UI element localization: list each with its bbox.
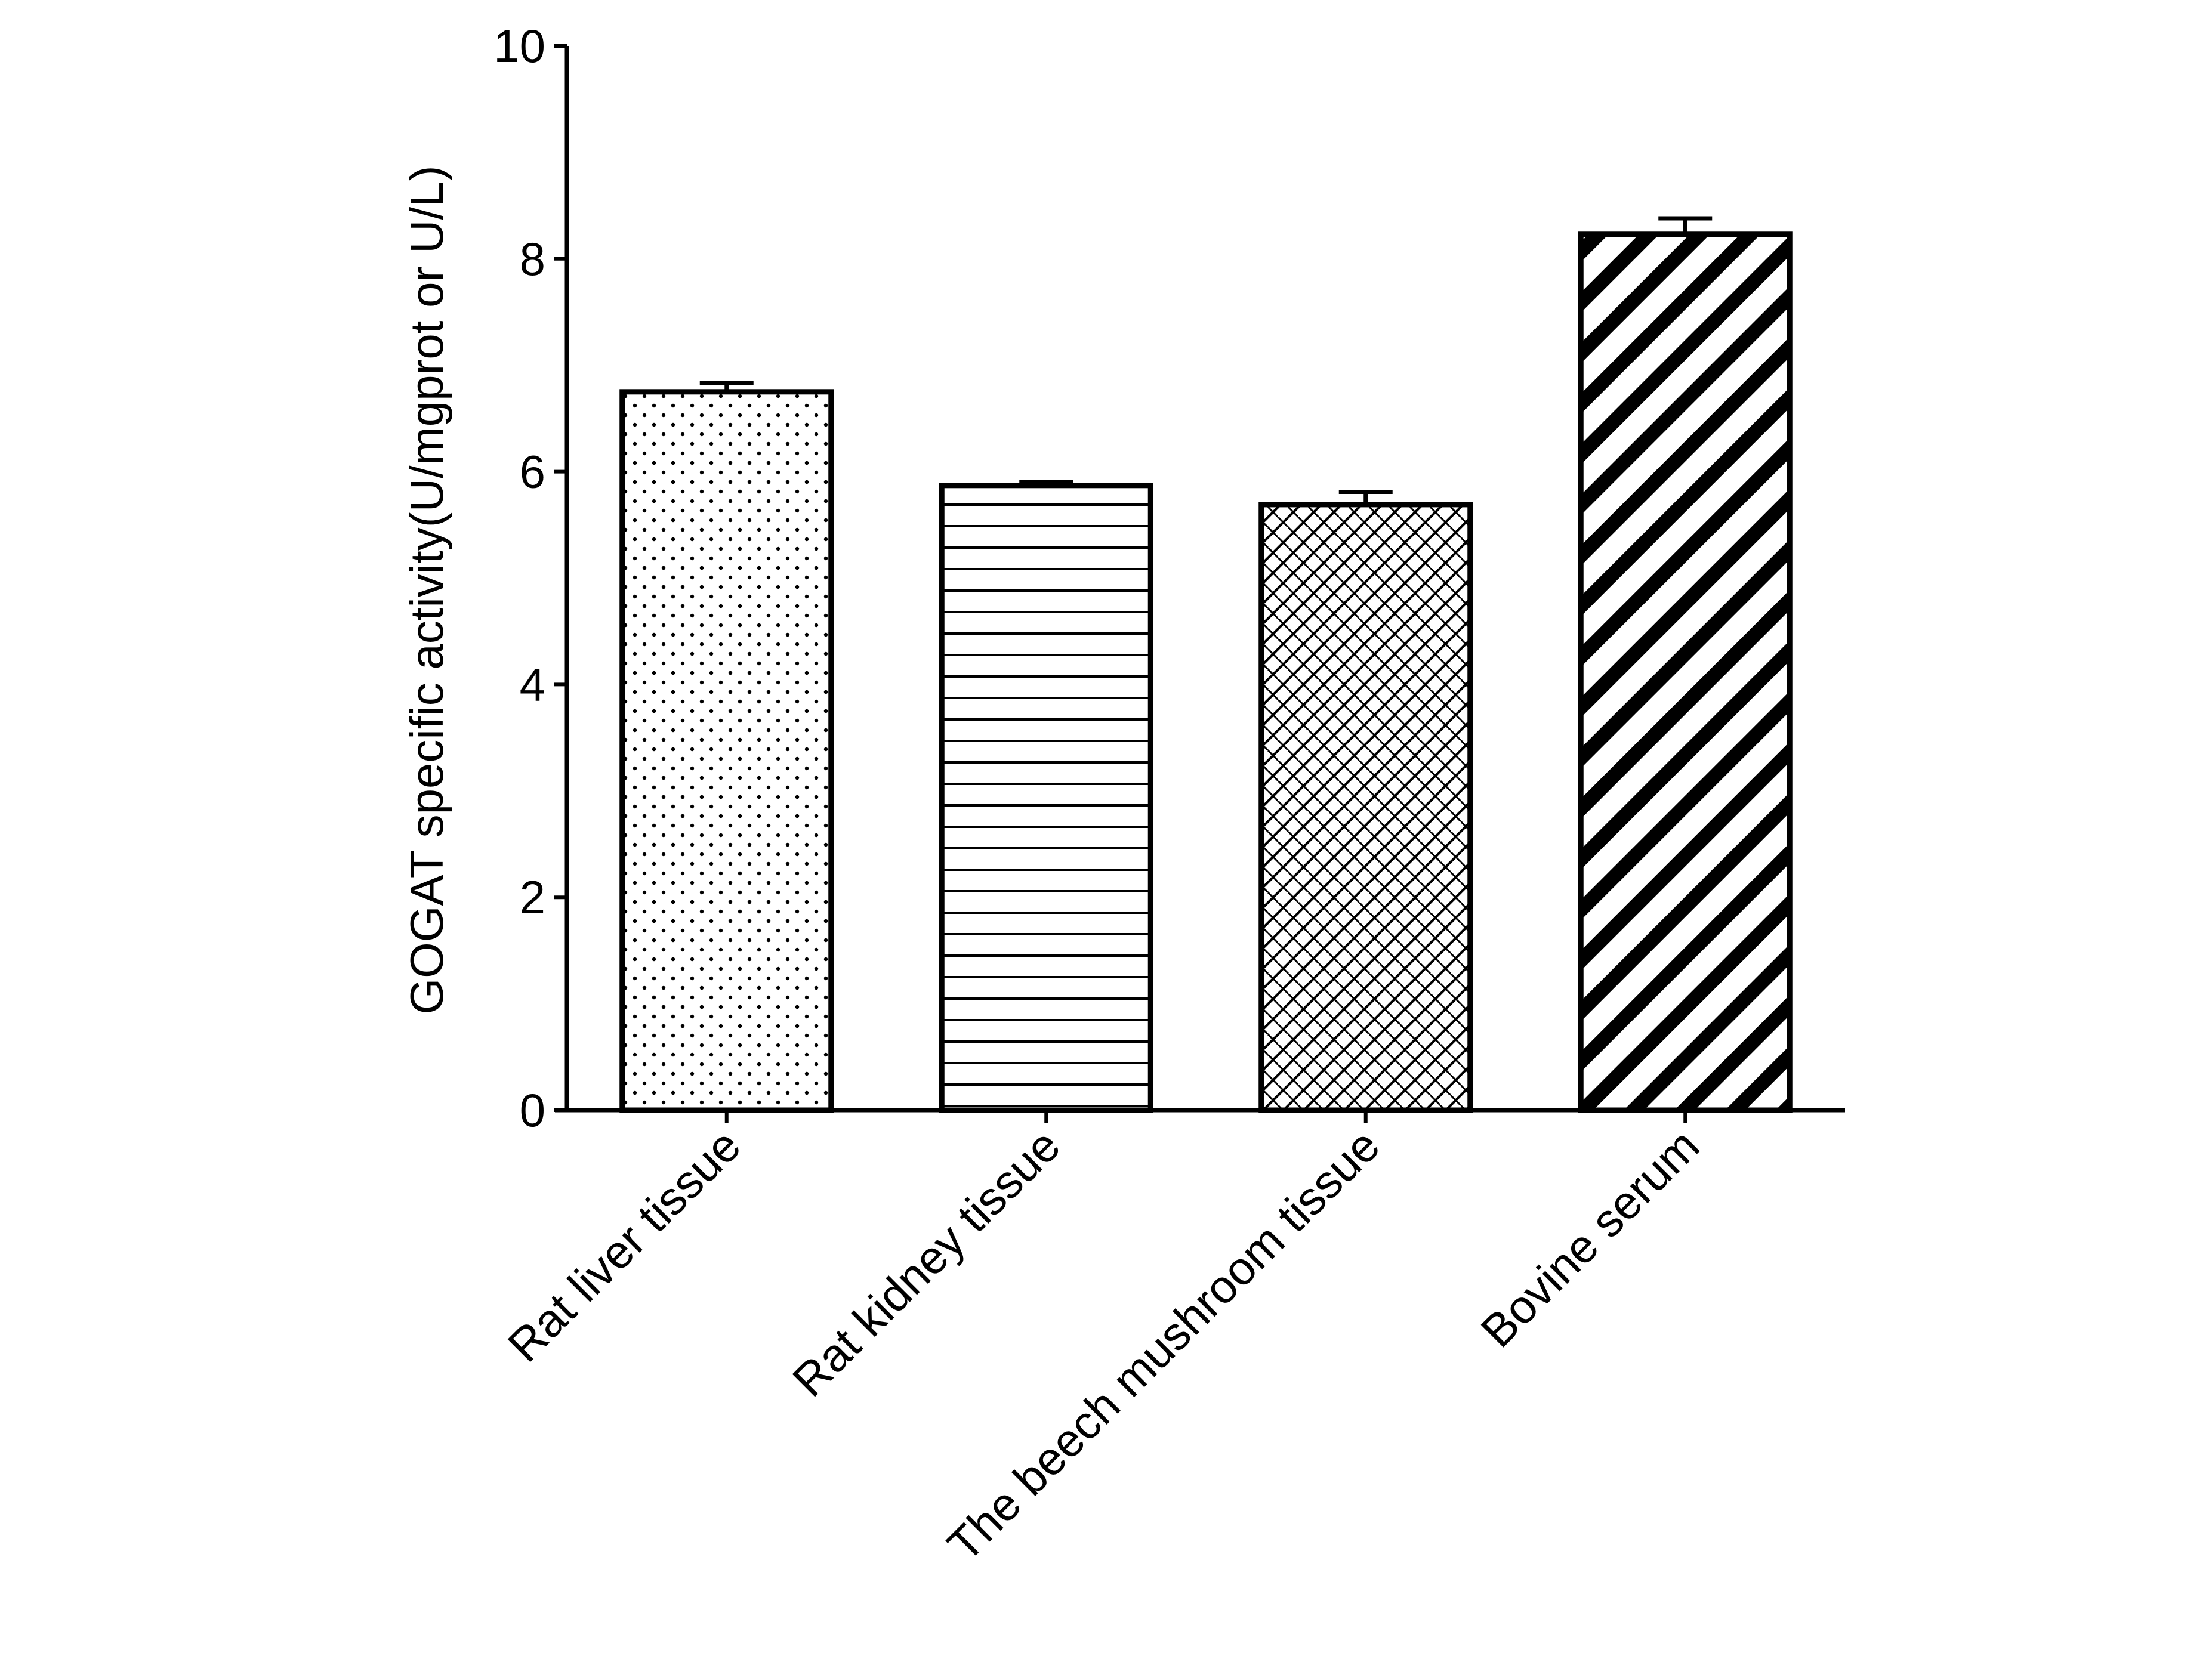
y-ticks: 0 2 4 6 8 10 (493, 20, 567, 1136)
bars-layer (619, 231, 1793, 1113)
y-axis-title: GOGAT specific activity(U/mgprot or U/L) (400, 165, 453, 1014)
y-tick-label: 10 (493, 20, 545, 72)
y-tick-label: 2 (520, 871, 545, 923)
y-tick-label: 0 (520, 1084, 545, 1136)
y-tick-label: 6 (520, 446, 545, 498)
bar (619, 389, 834, 1113)
bar (1578, 231, 1793, 1113)
error-bars-layer (699, 216, 1713, 505)
axes (555, 46, 1845, 1113)
x-tick-label: Rat liver tissue (498, 1119, 751, 1372)
bar (939, 483, 1153, 1113)
bar (1258, 502, 1473, 1113)
y-tick-label: 4 (520, 658, 545, 710)
y-tick-label: 8 (520, 233, 545, 285)
x-tick-label: Bovine serum (1471, 1119, 1709, 1357)
x-tick-label: Rat kidney tissue (782, 1119, 1070, 1407)
